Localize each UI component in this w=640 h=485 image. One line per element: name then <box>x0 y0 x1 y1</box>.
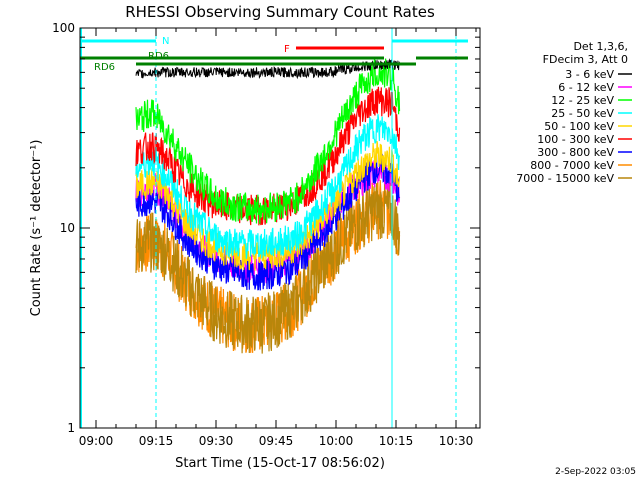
legend-label: 100 - 300 keV <box>537 133 614 146</box>
legend-label: 50 - 100 keV <box>544 120 614 133</box>
axes: 09:00 09:15 09:30 09:45 10:00 10:15 10:30 1 10 10… <box>52 21 480 448</box>
legend-header: Det 1,3,6, <box>573 40 628 53</box>
legend-label: 3 - 6 keV <box>565 68 614 81</box>
legend-label: 800 - 7000 keV <box>530 159 614 172</box>
legend-label: 6 - 12 keV <box>558 81 614 94</box>
x-axis-label: Start Time (15-Oct-17 08:56:02) <box>175 456 385 471</box>
legend-label: 300 - 800 keV <box>537 146 614 159</box>
x-tick-label: 09:00 <box>79 434 114 448</box>
y-tick-label: 100 <box>52 21 75 35</box>
footer-timestamp: 2-Sep-2022 03:05 <box>555 467 636 477</box>
series-3-6keV <box>135 58 400 80</box>
legend-label: 25 - 50 keV <box>551 107 614 120</box>
rd-label-lower: RD6 <box>94 62 115 73</box>
series-line-3 <box>135 114 401 259</box>
x-tick-label: 09:15 <box>139 434 174 448</box>
y-axis-label: Count Rate (s⁻¹ detector⁻¹) <box>29 140 44 317</box>
series-line-6 <box>135 152 400 291</box>
legend-header: FDecim 3, Att 0 <box>543 53 628 66</box>
night-marker-label: N <box>162 36 169 47</box>
legend-label: 12 - 25 keV <box>551 94 614 107</box>
x-tick-label: 09:45 <box>259 434 294 448</box>
series-25-50keV <box>135 114 401 259</box>
series-12-25keV <box>135 58 401 224</box>
rd-label-upper: RD6 <box>148 51 169 62</box>
series-7000-15000keV <box>135 180 401 354</box>
series-line-5 <box>135 86 401 226</box>
series-line-0 <box>135 58 400 80</box>
x-tick-label: 10:00 <box>319 434 354 448</box>
flare-label: F <box>284 44 290 55</box>
chart-title: RHESSI Observing Summary Count Rates <box>125 3 435 21</box>
series-300-800keV <box>135 152 400 291</box>
legend-label: 7000 - 15000 keV <box>516 172 614 185</box>
y-tick-label: 1 <box>67 421 75 435</box>
y-tick-label: 10 <box>60 221 75 235</box>
series-line-8 <box>135 180 401 354</box>
x-tick-label: 10:15 <box>379 434 414 448</box>
x-tick-label: 09:30 <box>199 434 234 448</box>
x-tick-label: 10:30 <box>439 434 474 448</box>
series-100-300keV <box>135 86 401 226</box>
series-line-2 <box>135 58 401 224</box>
